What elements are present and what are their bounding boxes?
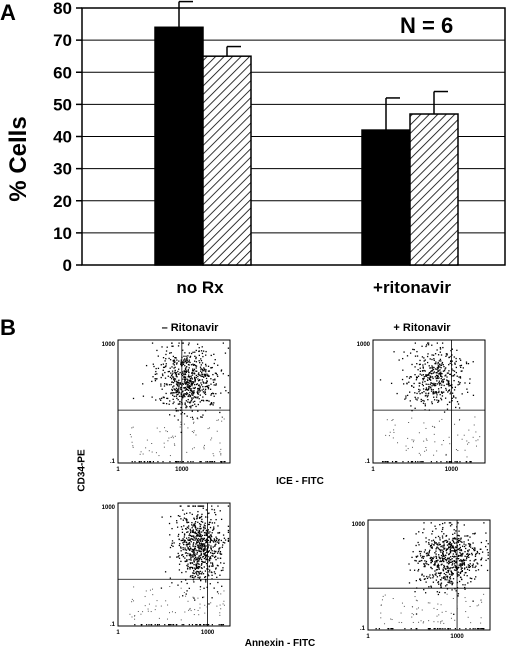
flow-x-max-label: 1000 (175, 467, 189, 473)
flow-x-max-label: 1000 (201, 630, 215, 636)
y-tick-label: 0 (63, 256, 72, 275)
flow-x-min-label: 1 (371, 467, 375, 473)
y-tick-label: 60 (53, 63, 72, 82)
y-tick-label: 20 (53, 192, 72, 211)
flow-y-max-label: 1000 (102, 505, 116, 511)
flow-plot-frame (372, 339, 486, 464)
sample-size-annotation: N = 6 (400, 13, 454, 38)
flow-y-min-label: .1 (365, 459, 371, 465)
flow-y-max-label: 1000 (352, 522, 366, 528)
flow-plot-frame (117, 502, 231, 627)
col-label-minus-ritonavir: – Ritonavir (161, 322, 219, 334)
flow-y-min-label: .1 (110, 622, 116, 628)
panel-a-label: A (0, 0, 16, 25)
flow-y-max-label: 1000 (102, 342, 116, 348)
bar-chart: 0 10 20 30 40 50 60 70 80 (53, 0, 506, 275)
y-tick-label: 10 (53, 224, 72, 243)
category-label-ritonavir: +ritonavir (373, 278, 451, 297)
y-tick-label: 50 (53, 95, 72, 114)
flow-x-min-label: 1 (116, 630, 120, 636)
category-label-no-rx: no Rx (176, 278, 224, 297)
flow-panel-minus-ice: 1000 .11 1000 (102, 339, 231, 473)
bar-hatched (409, 113, 459, 266)
flow-x-label-annexin: Annexin - FITC (244, 638, 316, 649)
y-tick-label: 80 (53, 0, 72, 18)
y-tick-label: 40 (53, 128, 72, 147)
panel-b-label: B (0, 315, 16, 340)
bar-hatched (202, 55, 252, 266)
flow-plot-frame (367, 519, 491, 631)
flow-y-max-label: 1000 (357, 342, 371, 348)
flow-panel-minus-annexin: 1000 .11 1000 (102, 502, 231, 636)
y-tick-label: 70 (53, 31, 72, 50)
flow-x-max-label: 1000 (445, 467, 459, 473)
flow-x-label-ice: ICE - FITC (276, 476, 324, 487)
flow-panel-plus-ice: 1000 .11 1000 (357, 339, 486, 473)
flow-y-min-label: .1 (360, 626, 366, 632)
y-tick-label: 30 (53, 160, 72, 179)
flow-x-min-label: 1 (366, 634, 370, 640)
flow-y-min-label: .1 (110, 459, 116, 465)
col-label-plus-ritonavir: + Ritonavir (393, 322, 451, 334)
flow-x-min-label: 1 (116, 467, 120, 473)
flow-x-max-label: 1000 (450, 634, 464, 640)
flow-panel-plus-annexin: 1000 .11 1000 (352, 519, 491, 640)
